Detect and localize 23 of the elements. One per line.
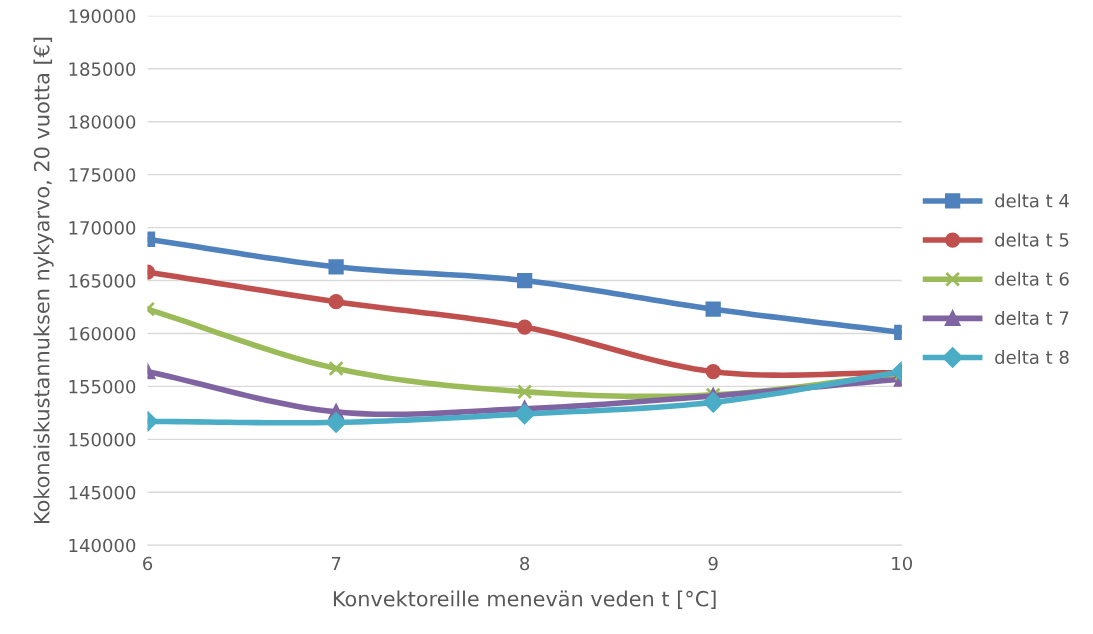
y-tick-label: 180000 — [69, 115, 136, 129]
y-axis-title: Kokonaiskustannuksen nykyarvo, 20 vuotta [€] — [33, 37, 54, 524]
y-tick-label: 170000 — [69, 221, 136, 235]
y-tick-label: 155000 — [69, 379, 136, 394]
y-tick-label: 165000 — [69, 274, 136, 288]
y-tick-label: 175000 — [69, 168, 136, 182]
y-tick-label: 150000 — [69, 432, 136, 447]
y-tick-label: 185000 — [69, 62, 136, 76]
x-tick-label: 10 — [892, 556, 913, 571]
y-tick-label: 140000 — [69, 538, 136, 553]
x-tick-label: 7 — [331, 556, 341, 571]
x-tick-label: 8 — [520, 556, 530, 571]
legend-label: delta t 5 — [995, 232, 1069, 247]
x-tick-label: 9 — [708, 556, 718, 571]
legend-label: delta t 7 — [995, 310, 1069, 325]
legend-label: delta t 8 — [995, 350, 1069, 365]
y-tick-label: 190000 — [69, 9, 136, 23]
x-tick-label: 6 — [143, 556, 153, 571]
x-axis-title: Konvektoreille menevän veden t [°C] — [333, 590, 716, 610]
legend-label: delta t 6 — [995, 271, 1069, 286]
y-tick-label: 145000 — [69, 485, 136, 500]
legend-label: delta t 4 — [995, 193, 1069, 208]
y-tick-label: 160000 — [69, 326, 136, 341]
